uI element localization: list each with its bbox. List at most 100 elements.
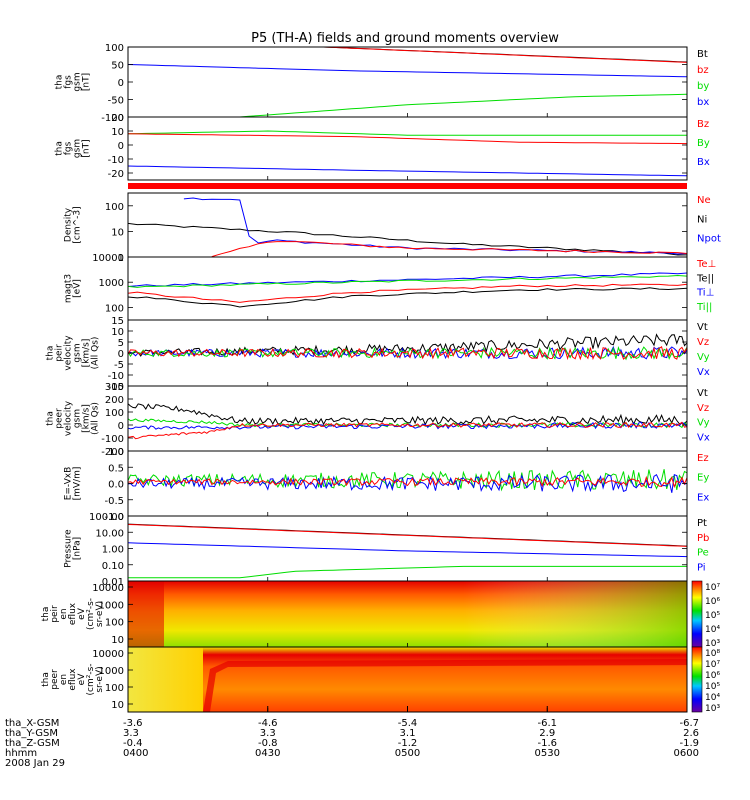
- y-axis-label-line: (All Qs): [91, 402, 101, 435]
- electron-spectrogram-band: [203, 659, 687, 712]
- panel-frame: [127, 116, 688, 181]
- colorbar-gradient: [691, 646, 703, 713]
- y-axis-label-line: eflux: [68, 668, 78, 691]
- panel-8: 100.00 10.00 1.00 0.10 0.01 Pt Pb Pe Pi Pressure[…: [64, 512, 710, 588]
- y-tick-label: 0: [118, 78, 124, 89]
- y-axis-label-line: tha: [41, 672, 51, 687]
- ephemeris-row-label: tha_X-GSM: [5, 718, 59, 729]
- x-axis-annotation: tha_X-GSM -3.6 -4.6 -5.4 -6.1 -6.7 tha_Y-GSM 3.…: [5, 706, 699, 769]
- y-tick-label: 10: [111, 635, 124, 646]
- y-tick-label: 100: [105, 43, 124, 54]
- y-axis-label-line: tha: [46, 411, 56, 426]
- legend-label-bx: bx: [697, 97, 709, 108]
- panel-6: 300 200 100 0 -100 -200 Vt Vz Vy Vx tha peer velocit…: [46, 382, 710, 458]
- colorbar-tick-label: 10³: [705, 704, 720, 714]
- ion-spectrogram-shade: [128, 581, 687, 647]
- series-line-Pb: [128, 524, 687, 547]
- series-line-Npot: [183, 197, 687, 255]
- legend-label-Vt: Vt: [697, 322, 708, 333]
- y-axis-label-line: [nT]: [82, 139, 92, 157]
- y-axis-label-line: [nPa]: [73, 537, 83, 560]
- ephemeris-value: 3.1: [400, 728, 416, 739]
- series-line-Vt: [128, 403, 687, 427]
- ephemeris-value: -6.1: [537, 718, 557, 729]
- ephemeris-value: -6.7: [679, 718, 699, 729]
- ephemeris-value: 0500: [395, 748, 420, 759]
- legend-1: Bt bz by bx: [697, 49, 709, 108]
- y-tick-label: 10.00: [95, 528, 124, 539]
- legend-label-Ti||: Ti||: [696, 302, 712, 313]
- y-axis-label: Pressure [nPa]: [64, 529, 83, 568]
- y-axis-label: magt3 [eV]: [64, 274, 83, 303]
- legend-label-Vz: Vz: [697, 337, 709, 348]
- legend-label-Bz: Bz: [697, 119, 709, 130]
- colorbar-tick-label: 10³: [705, 639, 720, 649]
- series-line-Ez: [128, 475, 687, 489]
- series-line-Te⊥: [128, 283, 687, 303]
- series-line-Ti⊥: [128, 272, 687, 287]
- y-tick-label: 10000: [92, 253, 124, 264]
- series-line-bz: [323, 47, 687, 63]
- ephemeris-value: -0.8: [258, 738, 278, 749]
- ephemeris-value: -5.4: [398, 718, 418, 729]
- legend-label-Pi: Pi: [697, 562, 706, 573]
- legend-label-bz: bz: [697, 65, 709, 76]
- series-line-Pi: [128, 542, 687, 558]
- panel-frame: [127, 385, 688, 452]
- legend-label-Ex: Ex: [697, 492, 709, 503]
- panel-frame: [127, 46, 688, 118]
- y-axis-label-line: (cm²-s-: [86, 598, 96, 630]
- colorbar-tick-label: 10⁶: [705, 597, 720, 607]
- y-axis-label-line: gsm: [73, 72, 83, 91]
- y-tick-label: 10000: [92, 583, 124, 594]
- y-tick-label: 5: [118, 338, 124, 349]
- panel-3: 100 10 1 Ne Ni Npot Density [cm^-3]: [64, 192, 721, 264]
- colorbar-tick-label: 10⁵: [705, 611, 720, 621]
- y-axis-label-line: E=-VxB: [64, 467, 74, 501]
- y-tick-label: -10: [108, 155, 124, 166]
- series-line-Vt: [128, 333, 687, 357]
- y-axis-label-line: eflux: [68, 602, 78, 625]
- ephemeris-value: -1.9: [679, 738, 699, 749]
- legend-6: Vt Vz Vy Vx: [697, 388, 710, 443]
- y-tick-label: 20: [111, 113, 124, 124]
- ephemeris-row-label: tha_Y-GSM: [5, 728, 58, 739]
- y-axis-label-line: (cm²-s-: [86, 663, 96, 695]
- ephemeris-value: -1.2: [398, 738, 418, 749]
- y-axis-label-line: tha: [46, 346, 56, 361]
- legend-label-Vt: Vt: [697, 388, 708, 399]
- legend-label-Te||: Te||: [696, 273, 714, 284]
- y-axis-label-line: magt3: [64, 274, 74, 303]
- y-axis-label-line: velocity: [64, 335, 74, 371]
- y-axis-label-line: peir: [50, 605, 60, 623]
- ephemeris-value: 0400: [123, 748, 148, 759]
- electron-spectrogram: [128, 647, 687, 712]
- y-tick-label: 100: [105, 618, 124, 629]
- colorbar-tick-label: 10⁴: [705, 693, 720, 703]
- ephemeris-row-label: hhmm: [5, 748, 37, 759]
- legend-label-Ey: Ey: [697, 473, 709, 484]
- y-axis-label-line: eV: [77, 607, 87, 620]
- legend-label-Vy: Vy: [697, 418, 710, 429]
- y-tick-label: 0: [118, 421, 124, 432]
- y-axis-label-line: [cm^-3]: [73, 206, 83, 243]
- legend-label-Npot: Npot: [697, 234, 721, 245]
- y-tick-label: 15: [111, 316, 124, 327]
- y-axis-label-line: gsm: [73, 139, 83, 158]
- legend-4: Te⊥ Te|| Ti⊥ Ti||: [696, 259, 716, 313]
- y-tick-label: 0.10: [102, 561, 124, 572]
- colorbar-tick-label: 10⁷: [705, 660, 720, 670]
- legend-label-Vx: Vx: [697, 432, 710, 443]
- series-line-by: [235, 93, 687, 117]
- y-tick-label: -100: [101, 434, 124, 445]
- y-axis-label: tha peir velocity gsm [km/s] (All Qs): [46, 335, 101, 371]
- y-axis-label: tha fgs gsm [nT]: [55, 139, 92, 158]
- legend-label-Vz: Vz: [697, 403, 709, 414]
- y-axis-label: tha peer en eflux eV (cm²-s-sr-eV): [41, 663, 105, 695]
- y-tick-label: 0.01: [102, 577, 124, 588]
- legend-7: Ez Ey Ex: [697, 453, 709, 503]
- y-tick-label: 100: [105, 683, 124, 694]
- date-label: 2008 Jan 29: [5, 758, 65, 769]
